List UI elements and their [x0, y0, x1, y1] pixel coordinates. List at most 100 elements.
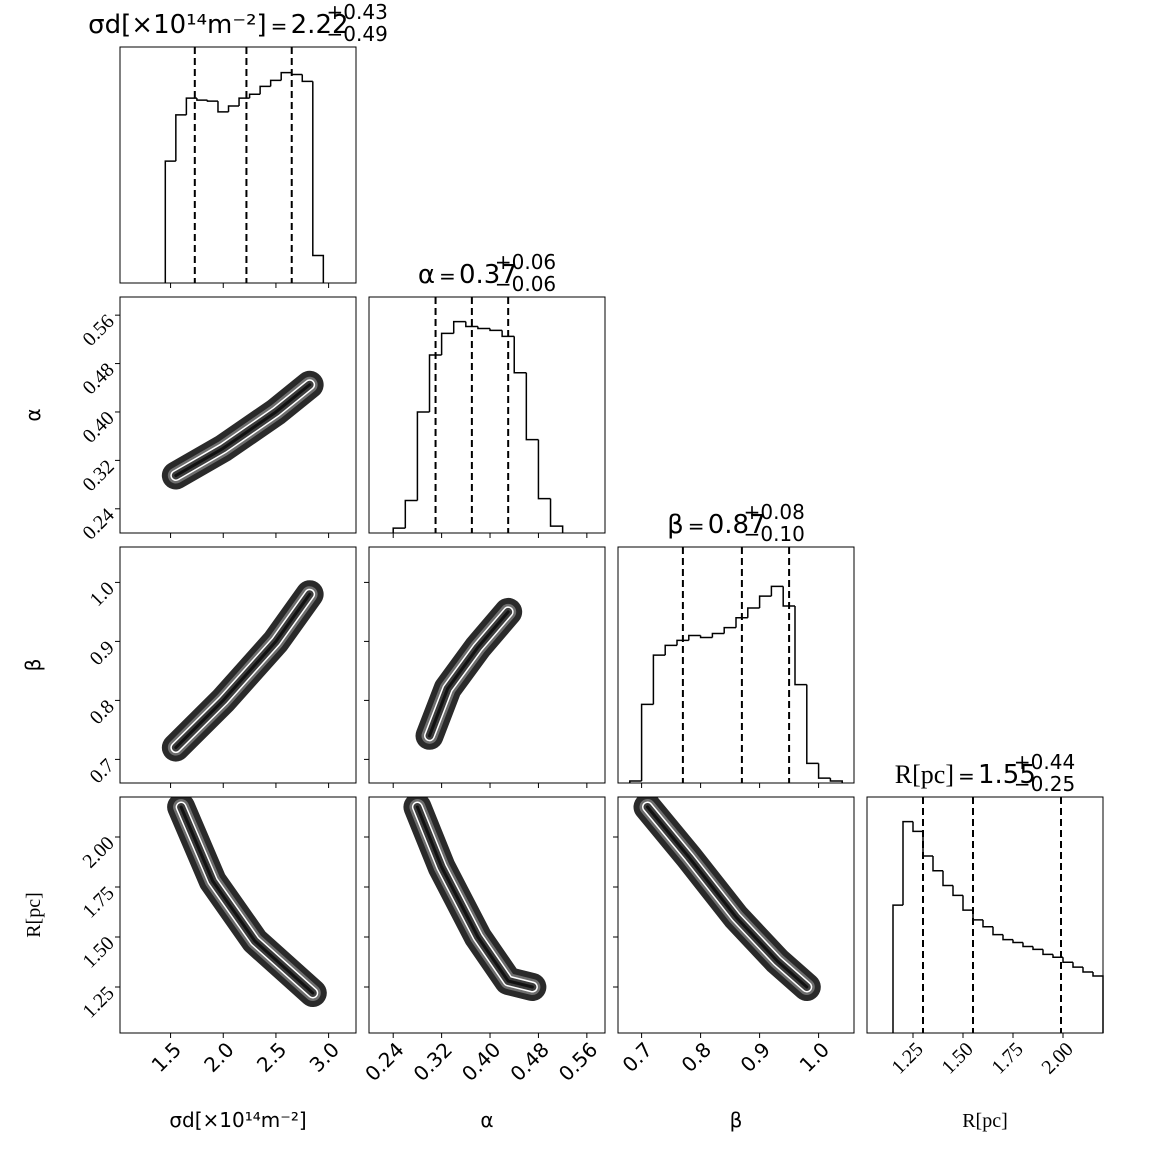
panel-frame: [866, 796, 1104, 1034]
x-axis-label: α: [480, 1108, 493, 1132]
panel-frame: [368, 796, 606, 1034]
x-tick-label: 1.25: [887, 1038, 927, 1078]
hist-step: [175, 114, 187, 162]
hist-step: [537, 439, 551, 500]
hist-step: [1062, 957, 1073, 963]
hist-step: [549, 498, 564, 533]
hist-step: [227, 105, 240, 112]
panel-frame: [119, 46, 357, 284]
hist-step: [699, 635, 713, 639]
hist-step: [513, 336, 527, 374]
hist-step: [280, 71, 292, 81]
x-tick-label: 0.9: [736, 1037, 775, 1076]
y-tick-label: 0.40: [78, 407, 118, 447]
x-tick-label: 0.7: [618, 1037, 657, 1076]
y-axis-label: β: [21, 659, 45, 672]
y-tick-label: 1.0: [86, 578, 119, 611]
density-mid: [409, 799, 541, 995]
hist-step: [465, 321, 478, 328]
title-value: 0.87: [708, 510, 766, 540]
y-tick-label: 1.25: [78, 982, 118, 1022]
hist-step: [817, 763, 831, 779]
panel-title: β 0.87: [667, 510, 765, 540]
hist-step: [217, 101, 229, 113]
hist-step: [489, 328, 503, 332]
y-tick-label: 0.48: [78, 359, 118, 399]
x-tick-label: 2.5: [252, 1037, 291, 1076]
density-core: [179, 805, 315, 995]
density-core: [428, 610, 510, 738]
panel-frame: [617, 546, 855, 784]
hist-step: [770, 585, 784, 597]
y-tick-label: 0.32: [78, 456, 118, 496]
hist-step: [164, 160, 176, 283]
x-tick-label: 0.8: [677, 1037, 716, 1076]
hist-step: [248, 93, 261, 99]
y-axis-label: R[pc]: [23, 892, 45, 938]
x-tick-label: 0.40: [457, 1037, 505, 1085]
y-tick-label: 0.56: [78, 310, 118, 350]
hist-step: [404, 499, 418, 529]
hist-step: [735, 617, 748, 628]
title-label: α: [418, 260, 435, 290]
y-tick-label: 1.50: [78, 932, 118, 972]
density-core: [646, 805, 809, 989]
hist-step: [747, 607, 760, 618]
hist-step: [829, 778, 843, 783]
y-tick-label: 0.8: [86, 696, 119, 729]
panel-title: σd[×10¹⁴m⁻²] 2.22: [88, 10, 348, 40]
panel-frame: [368, 546, 606, 784]
hist-step: [711, 632, 725, 638]
hist-step: [758, 595, 772, 608]
x-tick-label: 2.0: [199, 1037, 238, 1076]
x-tick-label: 0.24: [360, 1037, 408, 1085]
y-tick-label: 0.7: [86, 755, 119, 788]
title-err-up: +0.06: [495, 250, 556, 274]
y-axis-label: α: [21, 408, 45, 421]
hist-step: [1032, 946, 1043, 951]
hist-step: [440, 332, 454, 356]
density-mid: [173, 799, 321, 1001]
hist-step: [452, 320, 466, 334]
hist-step: [1022, 942, 1033, 948]
hist-step: [806, 684, 819, 765]
hist-step: [676, 639, 689, 646]
y-tick-label: 2.00: [78, 832, 118, 872]
title-err-down: −0.10: [744, 522, 805, 546]
hist-step: [892, 904, 903, 1033]
title-err-down: −0.25: [1014, 772, 1075, 796]
hist-step: [992, 926, 1003, 936]
x-axis-label: R[pc]: [962, 1110, 1008, 1132]
panel-title: α 0.37: [418, 260, 517, 290]
title-err-up: +0.43: [327, 0, 388, 24]
title-value: 0.37: [459, 260, 517, 290]
y-tick-label: 1.75: [78, 882, 118, 922]
hist-step: [1042, 949, 1053, 956]
hist-step: [1002, 934, 1013, 941]
hist-step: [1012, 939, 1023, 944]
x-axis-label: β: [730, 1108, 743, 1132]
hist-step: [962, 895, 973, 911]
x-tick-label: 1.50: [937, 1038, 977, 1078]
density-core: [174, 592, 312, 750]
hist-step: [196, 98, 208, 101]
hist-step: [723, 626, 736, 634]
hist-step: [206, 100, 218, 102]
hist-step: [238, 97, 250, 106]
panel-frame: [119, 296, 357, 534]
hist-step: [392, 527, 406, 533]
x-tick-label: 1.75: [987, 1038, 1027, 1078]
hist-step: [972, 910, 983, 921]
title-equals: =: [439, 264, 456, 288]
title-err-down: −0.49: [327, 22, 388, 46]
title-err-up: +0.44: [1014, 750, 1075, 774]
panel-title: R[pc] 1.55: [895, 760, 1036, 790]
hist-step: [902, 820, 913, 906]
hist-step: [794, 606, 807, 686]
hist-step: [652, 654, 666, 705]
hist-step: [428, 354, 442, 413]
hist-step: [932, 856, 943, 872]
hist-step: [629, 780, 642, 783]
hist-step: [942, 870, 953, 887]
